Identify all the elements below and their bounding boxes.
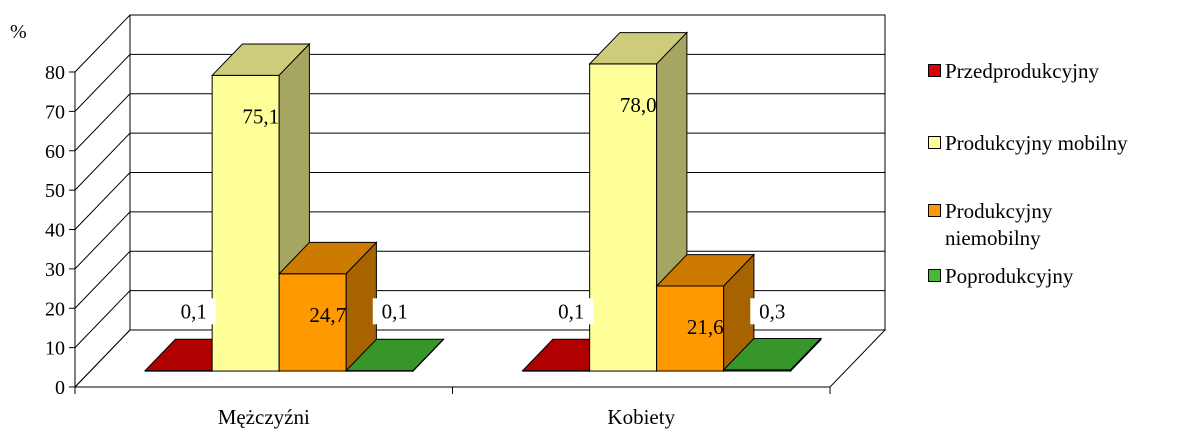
data-label-bg — [372, 298, 417, 325]
data-label: 75,1 — [242, 104, 279, 128]
y-tick-label: 0 — [55, 377, 65, 399]
bar — [655, 253, 756, 373]
data-label: 0,1 — [181, 299, 207, 323]
data-label: 0,1 — [558, 299, 584, 323]
legend-label: Przedprodukcyjny — [945, 59, 1099, 83]
x-tick-label: Kobiety — [607, 405, 675, 429]
legend-label: Produkcyjny niemobilny — [945, 199, 1053, 250]
gridline-side — [74, 172, 131, 230]
data-label: 0,3 — [759, 299, 785, 323]
bar-front — [656, 285, 725, 372]
chart-walls — [73, 14, 887, 388]
y-tick-label: 50 — [45, 180, 65, 202]
legend-item-przedprodukcyjny: Przedprodukcyjny — [928, 58, 1175, 85]
legend-swatch — [928, 136, 941, 149]
bars — [143, 31, 823, 373]
bar-front — [278, 273, 347, 372]
data-label: 0,1 — [382, 299, 408, 323]
bar-front — [211, 74, 280, 372]
data-label-bg — [171, 298, 216, 325]
data-labels: 0,1 75,1 24,7 0,1 0,1 78,0 21,6 0,3 — [171, 93, 795, 339]
data-label: 21,6 — [687, 315, 724, 339]
legend-swatch — [928, 269, 941, 282]
y-tick-label: 40 — [45, 220, 65, 242]
data-label: 24,7 — [309, 303, 346, 327]
bar-side — [790, 337, 822, 373]
y-tick-label: 30 — [45, 259, 65, 281]
legend-label: Poprodukcyjny — [945, 264, 1074, 288]
legend-swatch — [928, 64, 941, 77]
gridlines — [74, 14, 885, 388]
gridline-side — [74, 250, 131, 309]
y-tick-label: 80 — [45, 62, 65, 84]
y-tick-label: 60 — [45, 141, 65, 163]
y-tick-label: 20 — [45, 298, 65, 320]
axes: 0 10 20 30 40 50 60 70 80 Mężczyźni Kobiety — [45, 62, 831, 429]
y-axis-label: % — [10, 21, 27, 43]
data-label-bg — [750, 298, 795, 325]
bar-front — [589, 63, 658, 372]
x-tick-label: Mężczyźni — [218, 405, 310, 429]
data-label: 78,0 — [620, 93, 657, 117]
gridline-side — [74, 132, 131, 191]
gridline-side — [74, 54, 131, 112]
legend-item-poprodukcyjny: Poprodukcyjny — [928, 263, 1175, 290]
gridline-side — [74, 290, 131, 348]
gridline-side — [74, 14, 131, 73]
legend-item-produkcyjny-mobilny: Produkcyjny mobilny — [928, 130, 1175, 157]
bar — [344, 338, 445, 373]
legend-label: Produkcyjny mobilny — [945, 131, 1128, 155]
y-tick-label: 10 — [45, 338, 65, 360]
gridline-side — [74, 93, 131, 152]
legend-swatch — [928, 204, 941, 217]
bar — [722, 337, 823, 373]
data-label-bg — [549, 298, 594, 325]
bar-side — [412, 338, 444, 373]
legend-item-produkcyjny-niemobilny: Produkcyjny niemobilny — [928, 198, 1125, 252]
gridline-side — [74, 211, 131, 270]
y-tick-label: 70 — [45, 101, 65, 123]
gridline-side — [74, 329, 131, 388]
bar — [277, 241, 378, 373]
